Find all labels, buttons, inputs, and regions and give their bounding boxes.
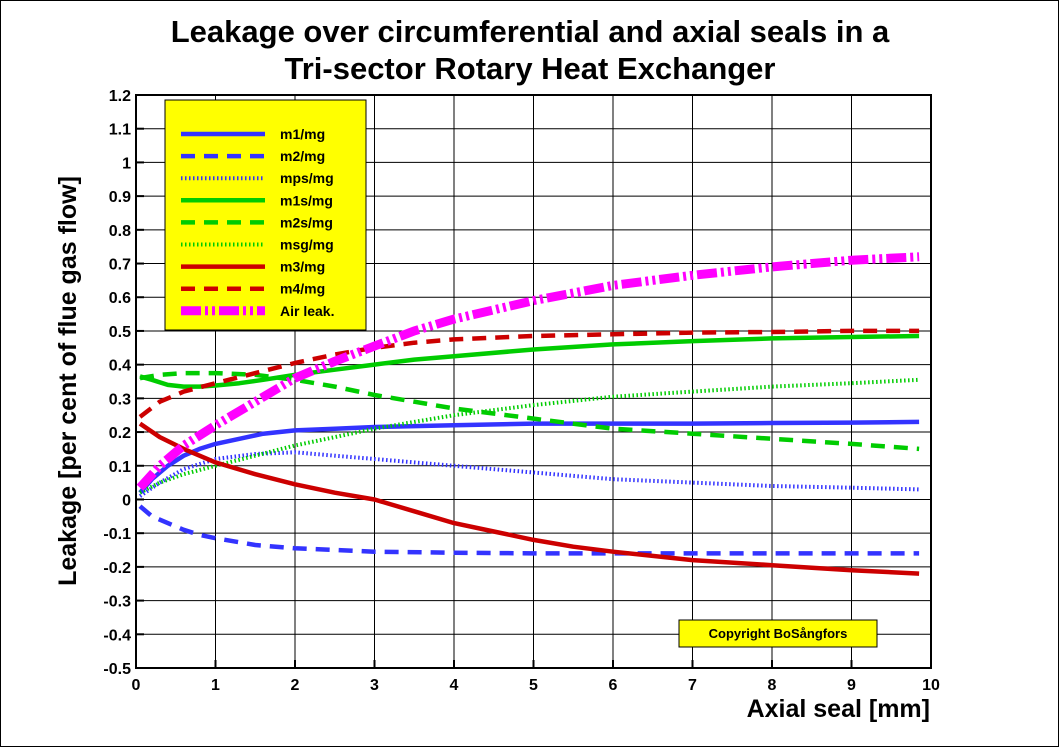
x-tick-label: 1: [211, 677, 220, 694]
series-line-m2-mg: [138, 504, 920, 556]
legend-label-m1-mg: m1/mg: [280, 126, 325, 142]
y-tick-label: -0.4: [103, 627, 131, 644]
y-tick-label: 0.7: [109, 257, 131, 274]
copyright-background: [678, 619, 878, 648]
series-line-msg-mg: [139, 377, 920, 495]
x-axis-title: Axial seal [mm]: [747, 695, 930, 723]
legend-label-m2-mg: m2/mg: [280, 148, 325, 164]
y-tick-label: 0.8: [109, 223, 131, 240]
x-tick-label: 7: [688, 677, 697, 694]
series-line-m2s-mg: [139, 370, 920, 452]
chart-title-line-2: Tri-sector Rotary Heat Exchanger: [284, 51, 775, 86]
legend-label-m3-mg: m3/mg: [280, 259, 325, 275]
axis-ticks: 0 1 2 3 4 5 6 7 8 9 10 -0.5 -0.4 -0.3 -0.2 -0.1 0 0.1 0.2 0…: [103, 88, 940, 694]
y-tick-label: 0: [122, 492, 131, 509]
series-line-m1-mg: [138, 419, 920, 495]
x-tick-label: 10: [922, 677, 940, 694]
series-line-m3-mg: [138, 421, 920, 576]
legend-label-m2s-mg: m2s/mg: [280, 214, 333, 230]
y-tick-label: 1.1: [109, 122, 131, 139]
copyright-label: Copyright BoSångfors: [709, 626, 848, 641]
series-lines: [136, 252, 920, 576]
y-tick-label: 0.2: [109, 425, 131, 442]
x-tick-label: 5: [529, 677, 538, 694]
x-tick-label: 4: [450, 677, 459, 694]
y-tick-label: 0.3: [109, 391, 131, 408]
y-tick-label: -0.1: [103, 526, 131, 543]
x-tick-label: 8: [768, 677, 777, 694]
x-tick-label: 2: [291, 677, 300, 694]
y-tick-label: -0.5: [103, 661, 131, 678]
y-tick-label: -0.2: [103, 560, 131, 577]
y-tick-label: 0.5: [109, 324, 131, 341]
legend-items: m1/mg m2/mg mps/mg m1s/mg m2s/mg msg/mg m3/mg m…: [181, 126, 334, 319]
legend-label-air-leak: Air leak.: [280, 303, 334, 319]
series-line-m1s-mg: [139, 333, 920, 389]
y-tick-label: 1.2: [109, 88, 131, 105]
legend-label-mps-mg: mps/mg: [280, 170, 334, 186]
y-tick-label: 1: [122, 155, 131, 172]
series-line-m4-mg: [138, 328, 920, 419]
copyright-box: Copyright BoSångfors: [678, 619, 878, 648]
x-tick-label: 0: [132, 677, 141, 694]
legend-label-m4-mg: m4/mg: [280, 281, 325, 297]
y-tick-label: -0.3: [103, 594, 131, 611]
series-line-air-leak: [136, 252, 920, 491]
x-tick-label: 9: [847, 677, 856, 694]
legend-label-m1s-mg: m1s/mg: [280, 192, 333, 208]
x-tick-label: 3: [370, 677, 379, 694]
x-tick-label: 6: [609, 677, 618, 694]
chart-title-line-1: Leakage over circumferential and axial s…: [171, 14, 890, 49]
legend-label-msg-mg: msg/mg: [280, 237, 334, 253]
legend-box: [164, 99, 367, 331]
y-tick-label: 0.9: [109, 189, 131, 206]
y-tick-label: 0.4: [109, 358, 131, 375]
legend: m1/mg m2/mg mps/mg m1s/mg m2s/mg msg/mg m3/mg m…: [164, 99, 367, 331]
series-line-mps-mg: [138, 450, 920, 498]
y-axis-title: Leakage [per cent of flue gas flow]: [54, 176, 82, 586]
y-tick-label: 0.6: [109, 290, 131, 307]
y-tick-label: 0.1: [109, 459, 131, 476]
